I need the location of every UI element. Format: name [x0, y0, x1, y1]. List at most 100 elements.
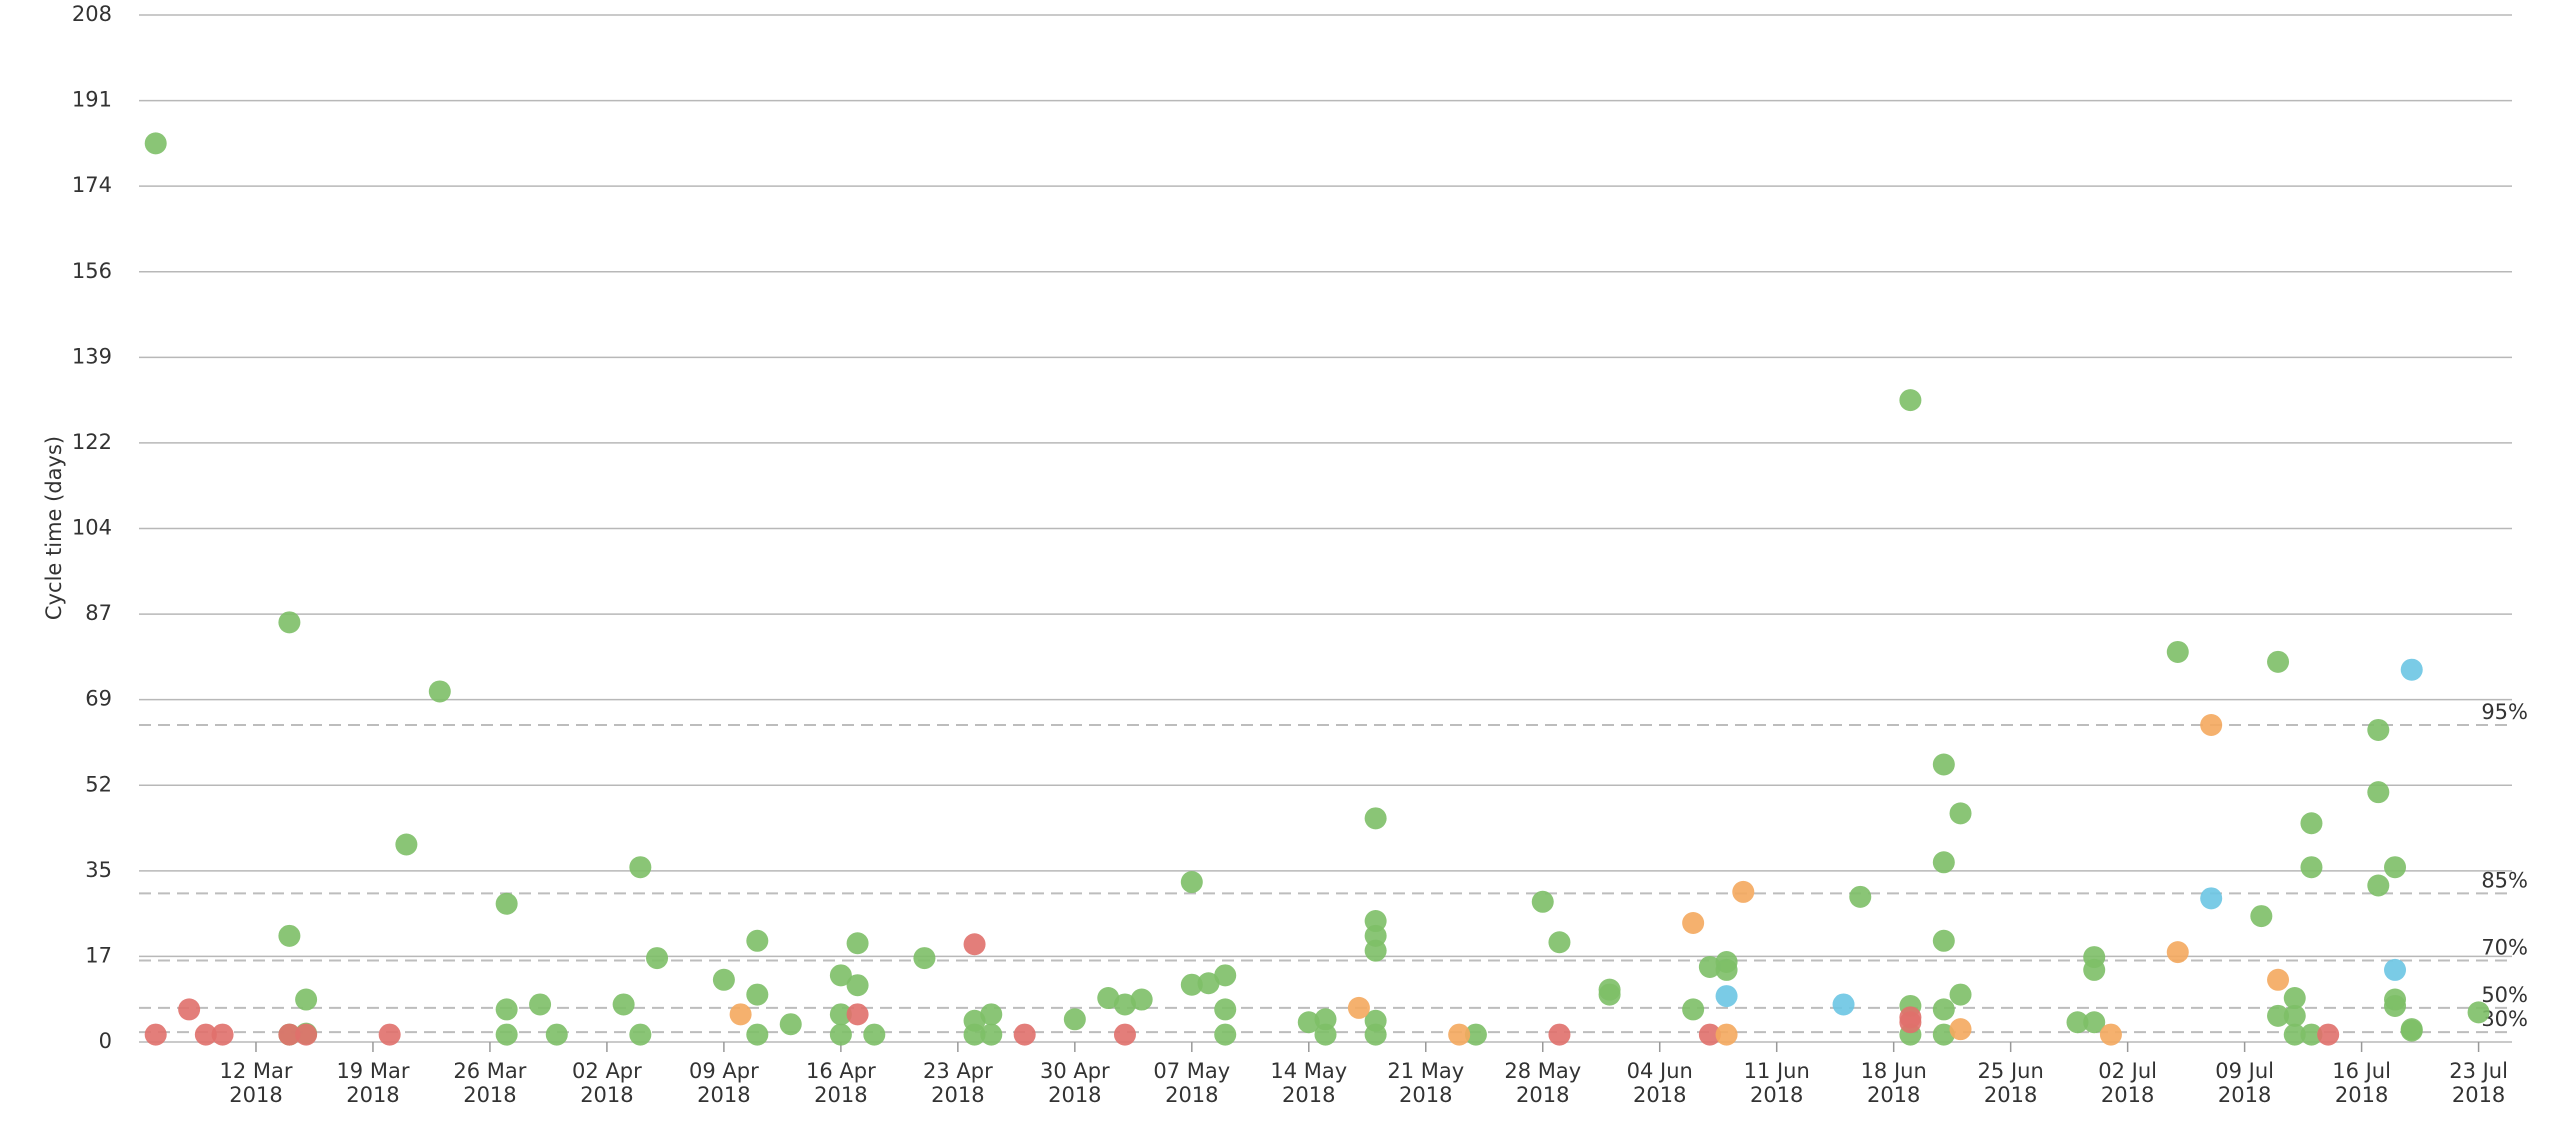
- x-tick-label: 23 Apr: [923, 1059, 993, 1083]
- data-point: [2200, 714, 2223, 737]
- data-point: [295, 988, 318, 1011]
- data-point: [1698, 1023, 1721, 1046]
- data-point: [1548, 931, 1571, 954]
- data-point: [1932, 1023, 1955, 1046]
- data-point: [1732, 880, 1755, 903]
- x-tick-label: 30 Apr: [1040, 1059, 1110, 1083]
- x-tick-label: 2018: [814, 1083, 867, 1107]
- data-point: [2250, 905, 2273, 928]
- x-tick-label: 21 May: [1387, 1059, 1464, 1083]
- data-point: [1180, 973, 1203, 996]
- y-axis-title: Cycle time (days): [42, 436, 66, 620]
- data-point: [2099, 1023, 2122, 1046]
- data-point: [2166, 640, 2189, 663]
- x-tick-label: 2018: [2218, 1083, 2271, 1107]
- data-point: [1364, 939, 1387, 962]
- y-tick-label: 35: [85, 858, 112, 882]
- x-tick-label: 2018: [1282, 1083, 1335, 1107]
- percentile-label: 50%: [2481, 983, 2528, 1007]
- x-tick-label: 2018: [1984, 1083, 2037, 1107]
- x-tick-label: 12 Mar: [219, 1059, 292, 1083]
- data-point: [2083, 1011, 2106, 1034]
- data-point: [1180, 871, 1203, 894]
- data-point: [1899, 1006, 1922, 1029]
- data-point: [1448, 1023, 1471, 1046]
- data-point: [1832, 993, 1855, 1016]
- percentile-label: 70%: [2481, 936, 2528, 960]
- x-tick-label: 07 May: [1153, 1059, 1230, 1083]
- data-point: [295, 1023, 318, 1046]
- data-point: [746, 929, 769, 952]
- data-point: [2283, 1004, 2306, 1027]
- data-point: [545, 1023, 568, 1046]
- x-tick-label: 2018: [2335, 1083, 2388, 1107]
- y-tick-label: 208: [72, 2, 112, 26]
- data-point: [2166, 941, 2189, 964]
- y-tick-label: 69: [85, 687, 112, 711]
- data-point: [378, 1023, 401, 1046]
- x-tick-label: 09 Apr: [689, 1059, 759, 1083]
- x-tick-label: 14 May: [1270, 1059, 1347, 1083]
- data-point: [1598, 983, 1621, 1006]
- x-tick-label: 2018: [1867, 1083, 1920, 1107]
- y-tick-label: 139: [72, 344, 112, 368]
- data-point: [1364, 910, 1387, 933]
- y-tick-label: 174: [72, 173, 112, 197]
- data-point: [395, 833, 418, 856]
- data-point: [963, 1023, 986, 1046]
- data-point: [2267, 1004, 2290, 1027]
- data-point: [2267, 650, 2290, 673]
- data-point: [1314, 1023, 1337, 1046]
- x-tick-label: 26 Mar: [453, 1059, 526, 1083]
- data-point: [495, 998, 518, 1021]
- data-point: [1682, 912, 1705, 935]
- data-point: [1464, 1023, 1487, 1046]
- data-point: [178, 998, 201, 1021]
- data-point: [1063, 1008, 1086, 1031]
- data-point: [2300, 856, 2323, 879]
- data-point: [1364, 1023, 1387, 1046]
- y-tick-label: 87: [85, 601, 112, 625]
- data-point: [278, 1023, 301, 1046]
- x-tick-label: 2018: [346, 1083, 399, 1107]
- data-point: [712, 968, 735, 991]
- data-point: [1949, 983, 1972, 1006]
- data-point: [2283, 987, 2306, 1010]
- x-tick-label: 16 Jul: [2332, 1059, 2391, 1083]
- data-point: [1932, 753, 1955, 776]
- data-point: [2400, 658, 2423, 681]
- data-point: [1197, 972, 1220, 995]
- y-tick-label: 0: [99, 1029, 112, 1053]
- x-tick-label: 28 May: [1504, 1059, 1581, 1083]
- x-tick-label: 2018: [2452, 1083, 2505, 1107]
- data-point: [2467, 1001, 2490, 1024]
- data-point: [495, 892, 518, 915]
- data-point: [1130, 988, 1153, 1011]
- y-tick-label: 191: [72, 88, 112, 112]
- data-point: [495, 1023, 518, 1046]
- data-point: [529, 993, 552, 1016]
- data-point: [428, 680, 451, 703]
- data-point: [963, 933, 986, 956]
- data-point: [1715, 985, 1738, 1008]
- data-point: [863, 1023, 886, 1046]
- data-point: [1214, 998, 1237, 1021]
- x-tick-label: 2018: [1048, 1083, 1101, 1107]
- data-point: [2066, 1011, 2089, 1034]
- data-point: [2384, 958, 2407, 981]
- data-point: [2267, 968, 2290, 991]
- x-tick-label: 2018: [1399, 1083, 1452, 1107]
- data-point: [746, 983, 769, 1006]
- data-point: [629, 856, 652, 879]
- x-tick-label: 2018: [931, 1083, 984, 1107]
- data-point: [1097, 987, 1120, 1010]
- data-point: [1214, 964, 1237, 987]
- data-point: [980, 1023, 1003, 1046]
- data-point: [1297, 1011, 1320, 1034]
- x-tick-label: 02 Jul: [2098, 1059, 2157, 1083]
- x-tick-label: 2018: [697, 1083, 750, 1107]
- data-point: [1715, 958, 1738, 981]
- data-point: [846, 932, 869, 955]
- x-tick-label: 18 Jun: [1861, 1059, 1927, 1083]
